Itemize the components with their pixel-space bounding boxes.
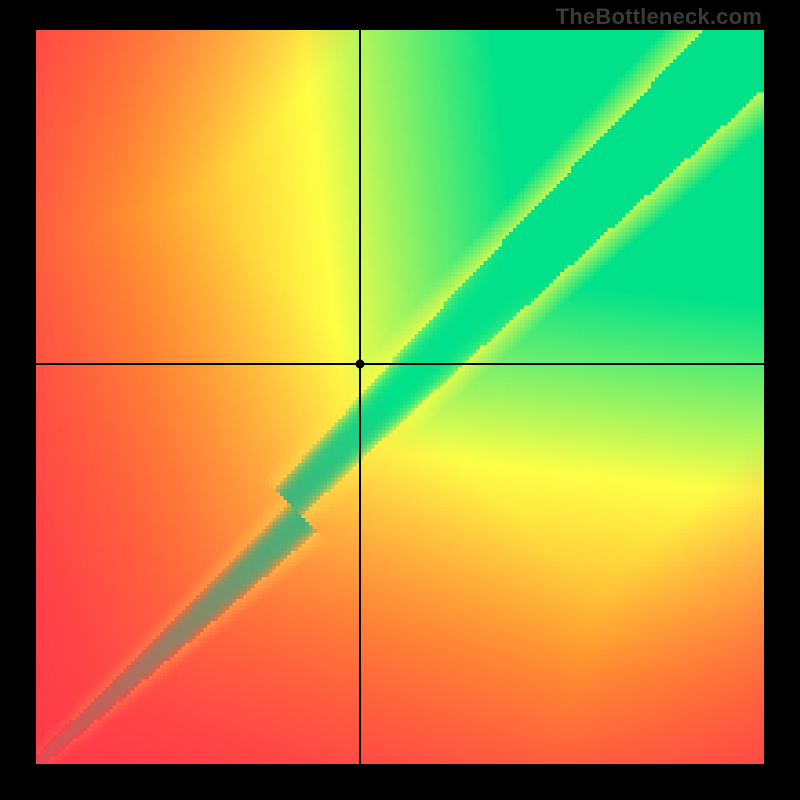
crosshair-horizontal-line xyxy=(36,363,764,365)
crosshair-vertical-line xyxy=(359,30,361,764)
crosshair-point-marker xyxy=(355,359,364,368)
watermark-text: TheBottleneck.com xyxy=(556,4,762,30)
bottleneck-heatmap-canvas xyxy=(36,30,764,764)
